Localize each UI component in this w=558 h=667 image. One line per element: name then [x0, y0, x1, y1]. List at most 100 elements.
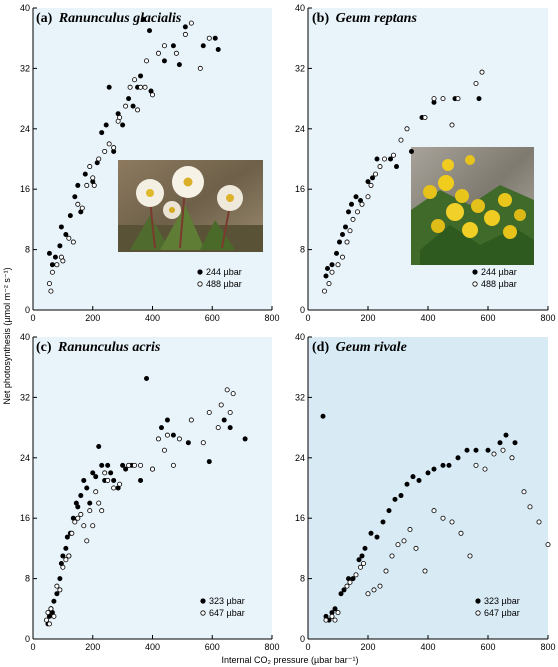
panel-c-point-filled [185, 440, 191, 446]
panel-d-point-filled [473, 447, 479, 453]
panel-c-point-filled [51, 598, 57, 604]
panel-a-point-open [66, 235, 72, 241]
panel-c-point-open [105, 477, 111, 483]
panel-a-x-tick-label: 200 [85, 313, 100, 323]
panel-d-point-filled [359, 553, 365, 559]
panel-a-point-open [91, 182, 97, 188]
panel-b-legend-label: 488 µbar [481, 279, 517, 289]
panel-a-legend-label: 488 µbar [206, 279, 242, 289]
panel-a-point-open [106, 141, 112, 147]
panel-b-point-open [359, 201, 365, 207]
panel-a-title: (a) Ranunculus glacialis [36, 11, 182, 26]
panel-a-point-open [149, 92, 155, 98]
panel-c-point-open [78, 511, 84, 517]
panel-b-point-open [321, 288, 327, 294]
panel-d-point-filled [416, 477, 422, 483]
panel-b-point-open [368, 182, 374, 188]
panel-a-point-open [132, 77, 138, 83]
panel-a-point-open [79, 205, 85, 211]
panel-c-point-open [96, 500, 102, 506]
panel-c-point-open [57, 587, 63, 593]
panel-c-point-filled [221, 417, 227, 423]
panel-b-point-open [335, 262, 341, 268]
panel-c-point-open [60, 564, 66, 570]
panel-c-y-tick-label: 24 [20, 453, 30, 463]
panel-a-point-open [102, 148, 108, 154]
panel-c-x-tick-label: 400 [145, 642, 160, 652]
panel-b-point-open [377, 164, 383, 170]
panel-b-y-tick-label: 40 [295, 3, 305, 13]
panel-d-x-tick-label: 400 [420, 642, 435, 652]
panel-d-legend-marker [475, 610, 481, 616]
panel-b-point-open [372, 171, 378, 177]
panel-c-point-open [224, 387, 230, 393]
panel-a-y-tick-label: 24 [20, 124, 30, 134]
panel-a-point-filled [57, 243, 63, 249]
panel-a-point-open [155, 50, 161, 56]
panel-b-point-open [390, 152, 396, 158]
panel-a: 0 200 400 600 800 0 8 16 24 32 40 244 µbar 488 µbar… [20, 3, 280, 323]
panel-b-legend-label: 244 µbar [481, 267, 517, 277]
panel-c-point-open [164, 432, 170, 438]
panel-a-point-open [142, 84, 148, 90]
panel-b-x-tick-label: 200 [360, 313, 375, 323]
panel-c-point-open [45, 610, 51, 616]
panel-d-legend-marker [475, 598, 481, 604]
panel-c-species: Ranunculus acris [57, 340, 161, 355]
panel-b-point-filled [369, 175, 375, 181]
panel-c-point-open [215, 425, 221, 431]
panel-c-point-filled [57, 576, 63, 582]
panel-c-point-open [188, 417, 194, 423]
panel-c-point-filled [120, 462, 126, 468]
panel-a-point-filled [182, 24, 188, 30]
panel-d-background [308, 337, 548, 639]
panel-a-point-filled [200, 43, 206, 49]
panel-c-point-open [93, 489, 99, 495]
panel-d-point-open [500, 447, 506, 453]
panel-c: 0 200 400 600 800 0 8 16 24 32 40 323 µbar 647 µbar… [20, 332, 280, 652]
panel-d-point-filled [350, 576, 356, 582]
panel-b-point-open [449, 122, 455, 128]
panel-b-point-filled [365, 179, 371, 185]
panel-b-y-tick-label: 24 [295, 124, 305, 134]
panel-c-legend-label: 323 µbar [209, 596, 245, 606]
panel-a-point-filled [212, 35, 218, 41]
panel-d-point-open [335, 610, 341, 616]
panel-b-point-open [479, 69, 485, 75]
panel-a-point-filled [106, 84, 112, 90]
panel-d-point-open [536, 519, 542, 525]
panel-c-point-open [66, 553, 72, 559]
panel-d-point-open [395, 542, 401, 548]
panel-d-point-open [357, 564, 363, 570]
panel-d-point-filled [368, 530, 374, 536]
panel-d-species: Geum rivale [336, 340, 407, 355]
panel-c-point-open [111, 485, 117, 491]
panel-d-point-filled [398, 493, 404, 499]
panel-a-species: Ranunculus glacialis [58, 11, 182, 26]
panel-c-point-open [102, 470, 108, 476]
panel-b-point-filled [348, 201, 354, 207]
panel-d-point-filled [410, 474, 416, 480]
panel-b-point-filled [374, 156, 380, 162]
panel-d-point-filled [485, 447, 491, 453]
panel-d-legend-label: 647 µbar [484, 608, 520, 618]
panel-c-y-tick-label: 0 [25, 634, 30, 644]
panel-c-legend-marker [200, 610, 206, 616]
panel-d-point-filled [404, 481, 410, 487]
panel-c-y-tick-label: 32 [20, 392, 30, 402]
panel-a-point-open [135, 107, 141, 113]
panel-c-legend-label: 647 µbar [209, 608, 245, 618]
panel-b-x-tick-label: 0 [305, 313, 310, 323]
panel-b-x-tick-label: 600 [480, 313, 495, 323]
panel-b-point-open [455, 96, 461, 102]
panel-b-y-tick-label: 16 [295, 184, 305, 194]
panel-c-point-filled [164, 417, 170, 423]
panel-b-point-open [422, 114, 428, 120]
panel-d-point-open [383, 568, 389, 574]
panel-b-point-filled [333, 250, 339, 256]
panel-c-y-tick-label: 8 [25, 574, 30, 584]
panel-c-point-filled [64, 534, 70, 540]
panel-a-point-filled [130, 103, 136, 109]
panel-c-point-open [87, 508, 93, 514]
